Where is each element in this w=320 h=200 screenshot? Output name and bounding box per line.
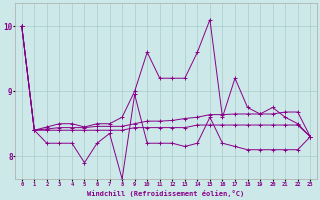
X-axis label: Windchill (Refroidissement éolien,°C): Windchill (Refroidissement éolien,°C)	[87, 190, 244, 197]
